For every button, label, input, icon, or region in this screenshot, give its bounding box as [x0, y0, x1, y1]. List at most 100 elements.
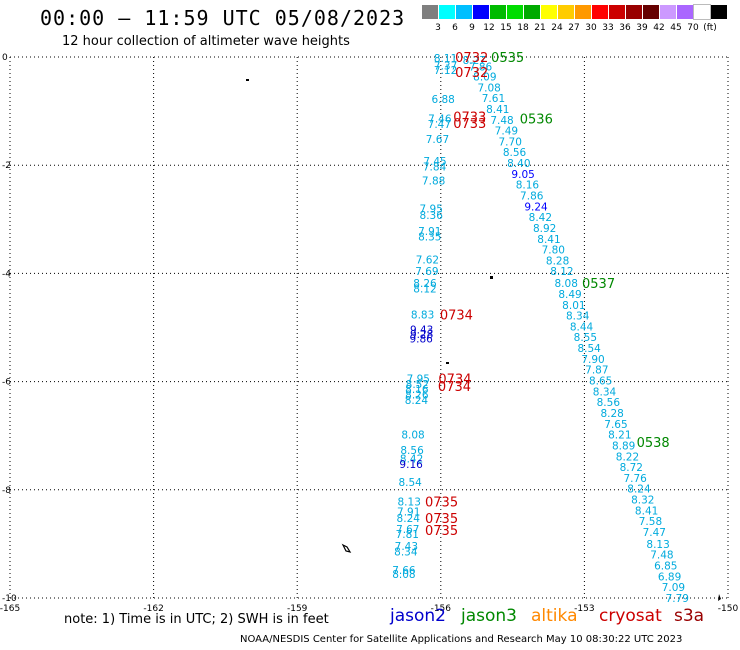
pass-time-label: 0734	[438, 380, 471, 395]
wave-height-label: 7.37	[434, 61, 457, 73]
pass-time-label: 0733	[453, 117, 486, 132]
wave-height-label: 7.58	[639, 516, 662, 528]
color-scale-label: 42	[653, 23, 665, 33]
wave-height-label: 7.90	[581, 354, 604, 366]
wave-height-label: 8.42	[529, 212, 552, 224]
wave-height-label: 8.44	[570, 321, 594, 333]
color-scale-label: 33	[602, 23, 614, 33]
wave-height-label: 6.85	[654, 561, 677, 573]
y-tick-label: -2	[2, 161, 11, 171]
wave-height-label: 8.65	[589, 376, 612, 388]
color-scale-label: 24	[551, 23, 563, 33]
color-swatch	[609, 5, 625, 19]
wave-height-label: 8.54	[398, 477, 422, 489]
pass-time-label: 0732	[455, 51, 488, 66]
color-scale-label: 39	[636, 23, 648, 33]
satellite-jason3: jason3	[461, 606, 517, 626]
color-scale-label: 30	[585, 23, 597, 33]
color-swatch	[677, 5, 693, 19]
pass-time-label: 0733	[453, 111, 486, 126]
wave-height-label: 8.16	[516, 180, 540, 192]
color-scale-label: 3	[435, 23, 441, 33]
wave-height-label: 8.56	[597, 397, 621, 409]
wave-height-label: 7.46	[428, 114, 452, 126]
satellite-s3a: s3a	[674, 606, 705, 626]
data-marks: 8.277.868.097.087.618.417.487.497.708.56…	[392, 53, 689, 605]
wave-height-label: 8.55	[574, 332, 597, 344]
wave-height-label: 7.47	[643, 527, 666, 539]
wave-height-label: 8.34	[566, 311, 590, 323]
color-scale-label: 12	[483, 23, 495, 33]
island-marker	[246, 79, 249, 81]
wave-height-label: 8.08	[401, 430, 424, 442]
wave-height-label: 7.45	[423, 156, 446, 168]
wave-height-label: 9.24	[524, 201, 548, 213]
island-marker	[718, 594, 721, 601]
wave-height-label: 8.24	[405, 395, 429, 407]
wave-height-label: 7.43	[395, 541, 418, 553]
color-scale-label: 36	[619, 23, 631, 33]
wave-height-label: 8.28	[546, 255, 569, 267]
wave-height-label: 8.16	[405, 384, 429, 396]
wave-height-label: 8.34	[394, 546, 418, 558]
grid-lines	[9, 56, 729, 599]
island-marker	[446, 362, 449, 364]
color-swatch	[711, 5, 727, 19]
x-tick-label: -153	[574, 604, 594, 614]
wave-height-label: 8.24	[397, 513, 421, 525]
color-scale-label: 18	[517, 23, 529, 33]
wave-height-label: 8.56	[503, 147, 527, 159]
wave-height-label: 8.32	[631, 495, 654, 507]
wave-height-label: 8.09	[473, 71, 496, 83]
wave-height-label: 9.05	[511, 169, 534, 181]
color-scale-label: 70	[687, 23, 699, 33]
wave-height-label: 8.54	[577, 343, 601, 355]
color-scale-label: 15	[500, 23, 512, 33]
x-tick-label: -165	[0, 604, 20, 614]
wave-height-label: 8.56	[400, 445, 424, 457]
color-swatch	[422, 5, 438, 19]
wave-height-label: 8.41	[635, 505, 658, 517]
color-scale-label: 6	[452, 23, 458, 33]
pass-time-label: 0735	[425, 496, 458, 511]
wave-height-label: 7.80	[542, 245, 565, 257]
satellite-cryosat: cryosat	[599, 606, 662, 626]
wave-height-label: 8.27	[463, 55, 486, 67]
wave-height-label: 9.43	[410, 325, 433, 337]
color-swatch	[592, 5, 608, 19]
color-swatch	[456, 5, 472, 19]
color-swatch	[473, 5, 489, 19]
wave-height-label: 7.49	[495, 126, 518, 138]
color-scale-label: 27	[568, 23, 580, 33]
wave-height-label: 7.95	[407, 373, 430, 385]
color-scale-label: (ft)	[703, 23, 717, 33]
x-tick-label: -159	[287, 604, 308, 614]
x-tick-label: -150	[718, 604, 739, 614]
wave-height-label: 8.22	[616, 451, 639, 463]
wave-height-label: 7.69	[415, 266, 438, 278]
y-tick-label: -10	[2, 594, 17, 604]
pass-time-label: 0535	[491, 51, 524, 66]
wave-height-label: 8.52	[406, 379, 429, 391]
color-scale-label: 45	[670, 23, 682, 33]
wave-height-label: 7.09	[662, 582, 685, 594]
wave-height-label: 8.34	[593, 386, 617, 398]
wave-height-label: 8.13	[398, 497, 421, 509]
satellite-jason2: jason2	[390, 606, 446, 626]
wave-height-label: 8.83	[411, 310, 434, 322]
wave-height-label: 7.47	[428, 119, 451, 131]
wave-height-label: 7.95	[420, 203, 443, 215]
wave-height-label: 7.61	[482, 93, 505, 105]
color-swatch	[558, 5, 574, 19]
wave-height-label: 7.62	[416, 254, 439, 266]
color-swatch	[541, 5, 557, 19]
wave-height-label: 8.08	[392, 569, 415, 581]
wave-height-label: 8.36	[420, 210, 444, 222]
wave-height-label: 8.40	[507, 158, 530, 170]
wave-height-label: 8.11	[434, 53, 457, 65]
wave-height-label: 8.89	[612, 440, 635, 452]
footer-note: note: 1) Time is in UTC; 2) SWH is in fe…	[64, 612, 329, 627]
wave-height-label: 8.26	[413, 278, 437, 290]
color-swatch	[490, 5, 506, 19]
